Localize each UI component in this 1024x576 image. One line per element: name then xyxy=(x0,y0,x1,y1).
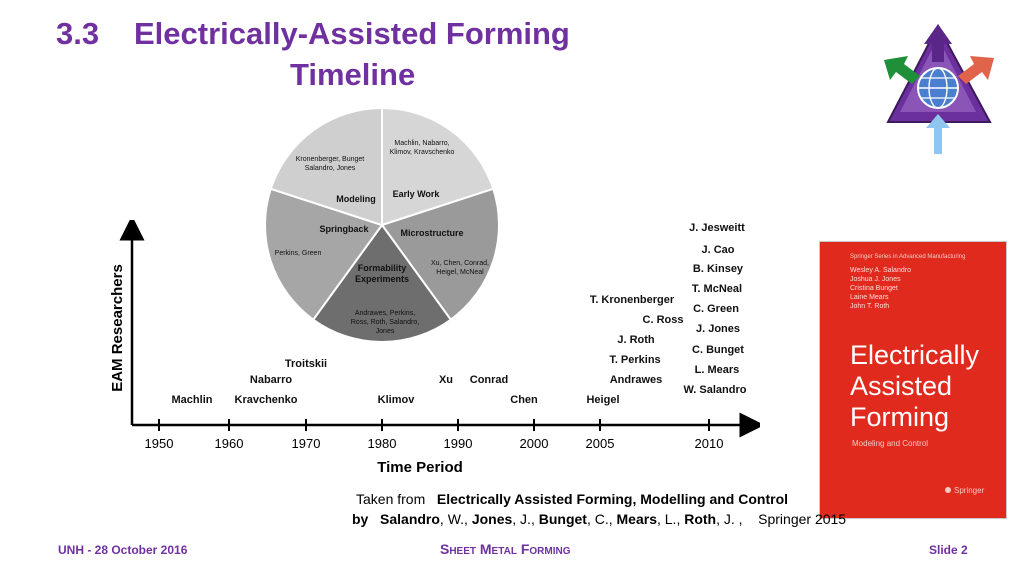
pie-sector-modeling xyxy=(269,106,383,227)
caption-author-3: Bunget xyxy=(538,511,587,527)
footer-center: Sheet Metal Forming xyxy=(440,541,571,557)
logo-arrow-blue xyxy=(926,114,950,154)
footer-left: UNH - 28 October 2016 xyxy=(58,543,188,557)
researcher-label: C. Ross xyxy=(643,314,684,326)
footer-right: Slide 2 xyxy=(929,543,968,557)
book-author: Joshua J. Jones xyxy=(850,276,901,283)
researcher-label: L. Mears xyxy=(695,364,740,376)
book-title-line-3: Forming xyxy=(850,402,949,432)
caption-author-1: Salandro xyxy=(380,511,440,527)
caption-author-5-initial: , J. , xyxy=(716,511,743,527)
book-title-line-1: Electrically xyxy=(850,340,980,370)
researcher-label: J. Jones xyxy=(696,323,740,335)
caption-author-2: Jones xyxy=(471,511,513,527)
researcher-label: Klimov xyxy=(378,394,416,406)
x-tick-label: 2010 xyxy=(695,436,724,451)
logo-arrow-up xyxy=(924,24,952,62)
pie-sector-springback xyxy=(264,187,384,322)
springer-horse-icon xyxy=(945,487,951,493)
pie-sector-formability-experiments xyxy=(311,223,453,343)
book-author: John T. Roth xyxy=(850,303,889,310)
research-topics-pie: Machlin, Nabarro, Klimov, Kravschenko Earl… xyxy=(264,106,500,343)
pie-sector-names: Andrawes, Perkins, Ross, Roth, Salandro, J… xyxy=(351,310,420,335)
caption-author-4-initial: , L., xyxy=(656,511,681,527)
pie-sector-names: Xu, Chen, Conrad, Heigel, McNeal xyxy=(431,260,489,276)
title-number: 3.3 xyxy=(56,16,100,51)
researcher-label: J. Roth xyxy=(617,334,655,346)
x-tick-label: 1950 xyxy=(145,436,174,451)
researcher-label: C. Green xyxy=(693,303,739,315)
book-author: Cristina Bunget xyxy=(850,285,898,292)
x-tick-label: 2000 xyxy=(520,436,549,451)
pie-sector-names: Kronenberger, Bunget Salandro, Jones xyxy=(296,156,365,172)
book-author: Laine Mears xyxy=(850,294,889,301)
book-author: Wesley A. Salandro xyxy=(850,267,911,274)
logo-arrow-green xyxy=(884,56,920,84)
caption-author-1-initial: , W., xyxy=(439,511,468,527)
caption-author-3-initial: , C., xyxy=(586,511,613,527)
pie-sector-label: Early Work xyxy=(393,189,441,199)
caption-by: by xyxy=(352,511,369,527)
logo-arrow-red xyxy=(958,56,994,84)
pie-sector-names: Perkins, Green xyxy=(275,250,322,257)
researcher-label: Machlin xyxy=(172,394,213,406)
researcher-label: Kravchenko xyxy=(235,394,298,406)
caption-publisher-year: Springer 2015 xyxy=(758,511,847,527)
researcher-label: Troitskii xyxy=(285,358,327,370)
caption-author-2-initial: , J., xyxy=(512,511,535,527)
researcher-label: Xu xyxy=(439,374,453,386)
x-tick-label: 2005 xyxy=(586,436,615,451)
researcher-label: J. Jesweitt xyxy=(689,222,745,234)
researcher-timeline: EAM Researchers Time Period 1950 1960 1970… xyxy=(109,220,760,476)
y-axis-label: EAM Researchers xyxy=(109,264,126,392)
researcher-label: Nabarro xyxy=(250,374,292,386)
pie-sector-label: Microstructure xyxy=(400,228,463,238)
researcher-label: Conrad xyxy=(470,374,509,386)
researcher-label: J. Cao xyxy=(701,244,734,256)
title-line-2: Timeline xyxy=(290,57,416,92)
globe-arrows-logo-icon xyxy=(884,23,994,154)
pie-sector-early-work xyxy=(381,106,495,227)
researcher-label: B. Kinsey xyxy=(693,263,744,275)
book-cover-art: Springer Series in Advanced Manufacturin… xyxy=(820,242,1006,518)
caption-taken-from: Taken from xyxy=(356,491,426,507)
x-tick-label: 1960 xyxy=(215,436,244,451)
caption-author-5: Roth xyxy=(684,511,717,527)
book-title-line-2: Assisted xyxy=(850,371,952,401)
researcher-label: T. Kronenberger xyxy=(590,294,675,306)
caption-author-4: Mears xyxy=(616,511,657,527)
x-tick-label: 1980 xyxy=(368,436,397,451)
caption-line-2: by Salandro, W., Jones, J., Bunget, C., … xyxy=(352,511,846,527)
x-tick-label: 1990 xyxy=(444,436,473,451)
book-subtitle: Modeling and Control xyxy=(852,439,928,448)
pie-sector-microstructure xyxy=(380,187,500,322)
title-line-1: Electrically-Assisted Forming xyxy=(134,16,570,51)
researcher-label: Andrawes xyxy=(610,374,663,386)
slide-title: 3.3 Electrically-Assisted Forming xyxy=(56,14,570,54)
researcher-label: Heigel xyxy=(586,394,619,406)
pie-sector-label: Springback xyxy=(319,224,369,234)
researcher-label: W. Salandro xyxy=(684,384,747,396)
book-cover-image: Springer Series in Advanced Manufacturin… xyxy=(820,242,1006,518)
x-axis-label: Time Period xyxy=(377,459,463,476)
x-tick-label: 1970 xyxy=(292,436,321,451)
pie-sector-label: Modeling xyxy=(336,194,376,204)
researcher-label: T. Perkins xyxy=(609,354,660,366)
researcher-label: Chen xyxy=(510,394,538,406)
researcher-label: T. McNeal xyxy=(692,283,742,295)
caption-source-title: Electrically Assisted Forming, Modelling… xyxy=(436,491,789,507)
book-series: Springer Series in Advanced Manufacturin… xyxy=(850,254,965,260)
pie-sector-names: Machlin, Nabarro, Klimov, Kravschenko xyxy=(390,140,455,156)
pie-sector-label: Formability Experiments xyxy=(355,263,409,284)
caption-line-1: Taken from Electrically Assisted Forming… xyxy=(356,491,788,507)
book-publisher: Springer xyxy=(954,486,985,495)
researcher-label: C. Bunget xyxy=(692,344,744,356)
